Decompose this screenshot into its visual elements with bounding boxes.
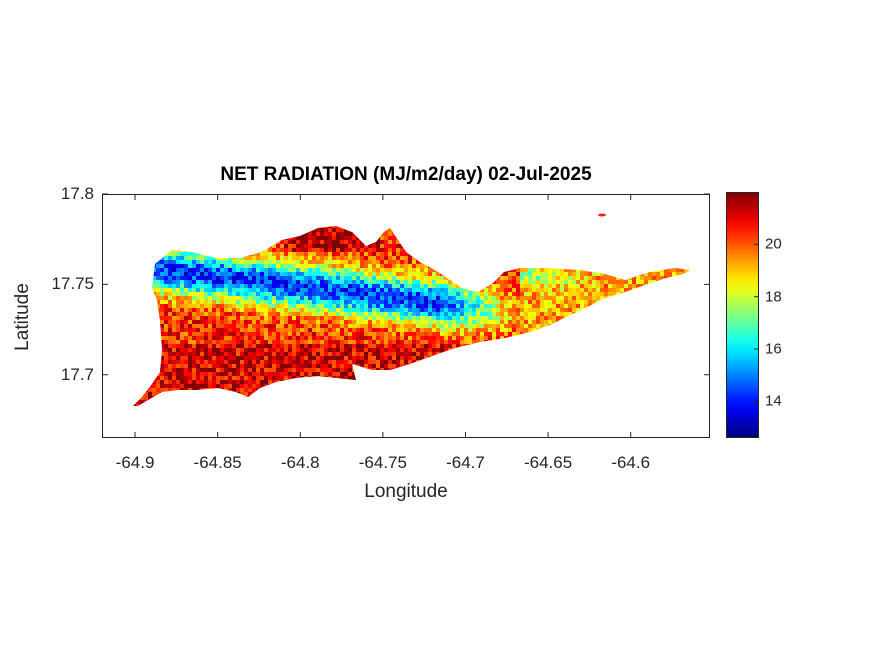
x-tick-label: -64.8 bbox=[280, 453, 320, 472]
x-tick-label: -64.75 bbox=[358, 453, 407, 472]
y-axis-label: Latitude bbox=[12, 283, 33, 351]
x-tick-label: -64.6 bbox=[611, 453, 651, 472]
x-axis-label: Longitude bbox=[364, 481, 448, 502]
y-tick-label: 17.75 bbox=[51, 274, 94, 294]
colorbar-tick-label: 16 bbox=[765, 340, 782, 358]
x-tick-label: -64.7 bbox=[446, 453, 485, 472]
x-tick-label: -64.9 bbox=[115, 453, 155, 472]
y-tick-label: 17.7 bbox=[60, 364, 94, 384]
radiation-raster bbox=[133, 226, 690, 406]
chart-title: NET RADIATION (MJ/m2/day) 02-Jul-2025 bbox=[220, 164, 592, 185]
colorbar-tick-label: 18 bbox=[765, 288, 782, 306]
islet bbox=[598, 213, 606, 217]
colorbar bbox=[726, 192, 759, 438]
y-tick-label: 17.8 bbox=[60, 184, 94, 203]
colorbar-tick-label: 14 bbox=[765, 392, 782, 410]
colorbar-tick-label: 20 bbox=[765, 235, 782, 253]
x-tick-label: -64.85 bbox=[193, 453, 242, 472]
x-tick-label: -64.65 bbox=[523, 453, 573, 472]
colorbar-gradient bbox=[727, 193, 758, 437]
